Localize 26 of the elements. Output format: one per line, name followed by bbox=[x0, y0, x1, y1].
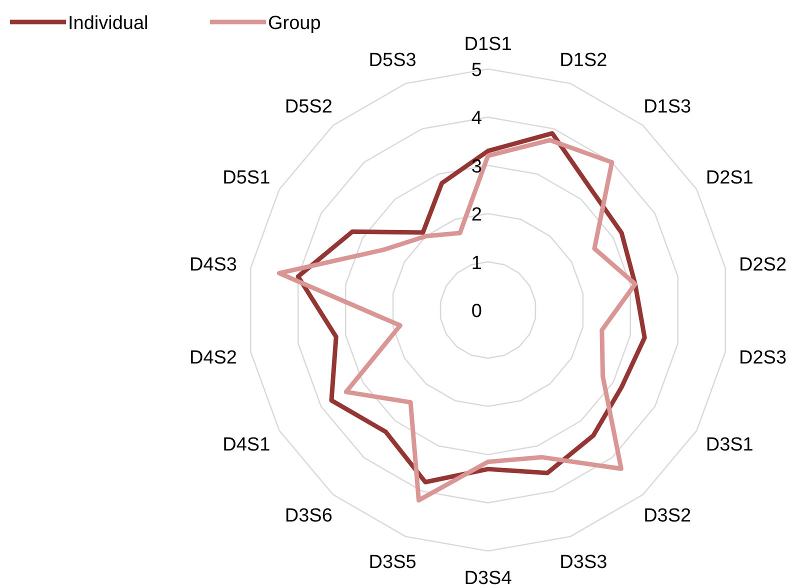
legend-label: Group bbox=[268, 13, 321, 34]
spoke-label: D3S3 bbox=[560, 552, 608, 573]
spoke-label: D3S6 bbox=[284, 506, 332, 527]
spoke-label: D3S1 bbox=[706, 434, 754, 456]
y-tick-label: 2 bbox=[471, 204, 482, 226]
spoke-label: D4S3 bbox=[189, 254, 238, 276]
spoke-label: D1S2 bbox=[560, 50, 608, 72]
y-tick-label: 4 bbox=[471, 108, 482, 130]
y-tick-label: 3 bbox=[471, 156, 482, 178]
legend-label: Individual bbox=[68, 13, 148, 34]
spoke-label: D5S3 bbox=[368, 50, 416, 72]
spoke-label: D2S2 bbox=[738, 254, 787, 276]
spoke-label: D3S4 bbox=[464, 568, 512, 588]
y-tick-label: 1 bbox=[471, 252, 482, 274]
spoke-label: D1S1 bbox=[464, 34, 512, 55]
spoke-label: D2S1 bbox=[706, 168, 754, 188]
y-tick-label: 5 bbox=[471, 60, 482, 81]
spoke-label: D4S2 bbox=[189, 347, 238, 368]
spoke-label: D2S3 bbox=[738, 347, 787, 368]
y-tick-label: 0 bbox=[471, 301, 482, 322]
spoke-label: D1S3 bbox=[644, 96, 692, 118]
spoke-label: D5S2 bbox=[284, 96, 332, 118]
spoke-label: D3S2 bbox=[644, 506, 692, 527]
spoke-label: D5S1 bbox=[222, 168, 270, 188]
spoke-label: D4S1 bbox=[222, 434, 270, 456]
spoke-label: D3S5 bbox=[368, 552, 416, 573]
